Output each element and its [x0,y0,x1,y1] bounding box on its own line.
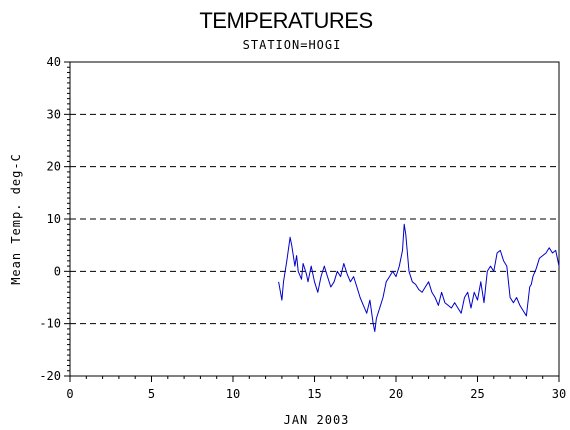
y-tick-label: 30 [47,107,61,121]
y-tick-label: -20 [39,369,61,383]
series-layer [278,223,560,332]
x-tick-label: 15 [307,387,321,401]
y-tick-label: 10 [47,212,61,226]
y-tick-label: 20 [47,160,61,174]
y-axis: -20 -10 0 10 20 30 40 [39,55,70,383]
x-tick-label: 30 [552,387,566,401]
series-line [278,223,560,332]
y-tick-label: 0 [54,264,61,278]
grid-lines [70,61,559,377]
y-tick-label: -10 [39,317,61,331]
x-axis-label: JAN 2003 [284,413,350,427]
x-axis: 0 5 10 15 20 25 30 [66,376,566,401]
x-tick-label: 10 [226,387,240,401]
x-tick-label: 25 [470,387,484,401]
chart-subtitle: STATION=HOGI [243,38,342,52]
x-tick-label: 20 [389,387,403,401]
x-tick-label: 0 [66,387,73,401]
x-tick-label: 5 [148,387,155,401]
chart-title: TEMPERATURES [199,8,372,33]
y-tick-label: 40 [47,55,61,69]
y-axis-label: Mean Temp. deg-C [9,153,23,285]
